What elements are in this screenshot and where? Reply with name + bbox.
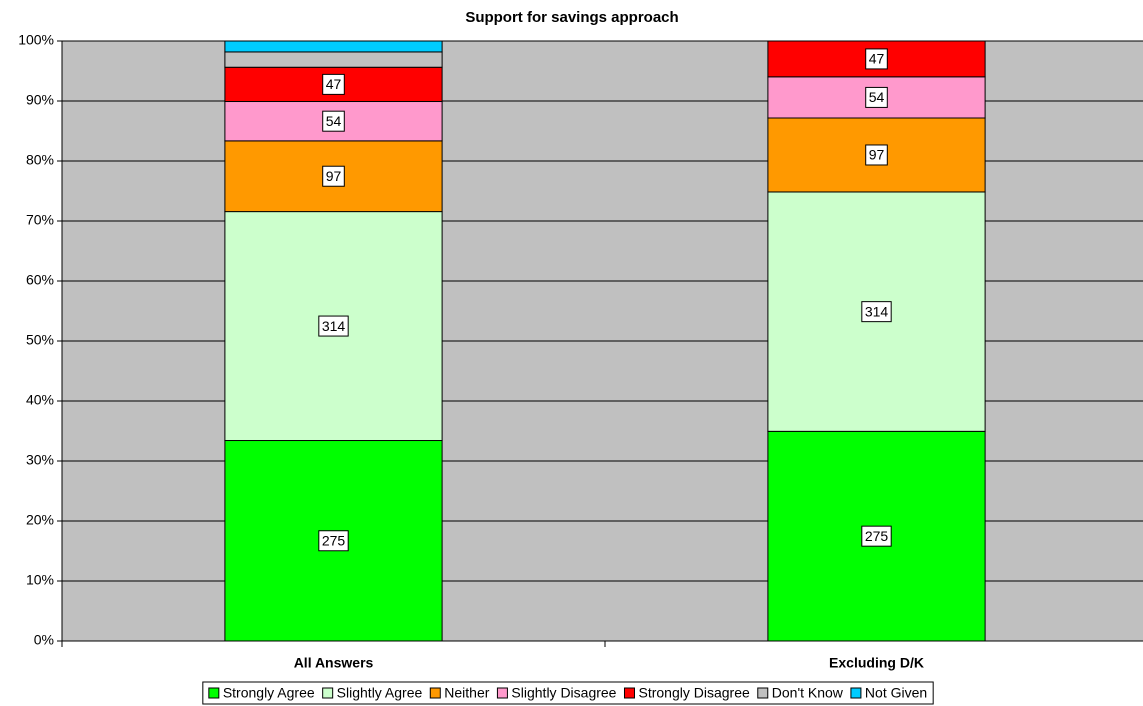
y-tick-label: 80% (26, 152, 54, 168)
legend-swatch (757, 687, 769, 699)
data-label: 54 (326, 113, 342, 129)
legend-swatch (850, 687, 862, 699)
y-tick-label: 70% (26, 212, 54, 228)
data-label-box (865, 48, 888, 70)
x-tick-label: All Answers (294, 655, 374, 671)
legend-label: Strongly Disagree (638, 685, 749, 701)
data-label: 97 (869, 147, 885, 163)
data-label: 97 (326, 168, 342, 184)
y-tick-label: 30% (26, 452, 54, 468)
bar-segment (224, 40, 443, 53)
y-tick-label: 50% (26, 332, 54, 348)
chart-title: Support for savings approach (465, 9, 678, 26)
legend-label: Slightly Disagree (511, 685, 616, 701)
data-label: 54 (869, 89, 885, 105)
y-tick-label: 10% (26, 572, 54, 588)
bar-segment (224, 51, 443, 68)
legend-swatch (322, 687, 334, 699)
data-label-box (322, 73, 345, 95)
y-tick-label: 20% (26, 512, 54, 528)
data-label-box (861, 525, 892, 547)
legend-swatch (623, 687, 635, 699)
legend-label: Neither (444, 685, 489, 701)
legend-swatch (496, 687, 508, 699)
legend-label: Strongly Agree (223, 685, 315, 701)
legend-label: Slightly Agree (337, 685, 423, 701)
data-label-box (322, 110, 345, 132)
data-label-box (865, 144, 888, 166)
data-label-box (322, 165, 345, 187)
y-tick-label: 90% (26, 92, 54, 108)
data-label-box (865, 86, 888, 108)
y-tick-label: 0% (34, 632, 54, 648)
data-label: 47 (869, 51, 885, 67)
legend-swatch (429, 687, 441, 699)
y-tick-label: 60% (26, 272, 54, 288)
x-tick-label: Excluding D/K (829, 655, 924, 671)
data-label: 47 (326, 76, 342, 92)
y-tick-label: 100% (18, 32, 54, 48)
data-label: 275 (322, 532, 346, 548)
data-label: 314 (865, 303, 889, 319)
legend-label: Not Given (865, 685, 927, 701)
y-tick-label: 40% (26, 392, 54, 408)
data-label-box (861, 301, 892, 323)
data-label-box (318, 315, 349, 337)
data-label-box (318, 530, 349, 552)
legend-swatch (208, 687, 220, 699)
legend-label: Don't Know (772, 685, 844, 701)
legend (202, 681, 934, 705)
data-label: 314 (322, 318, 346, 334)
data-label: 275 (865, 528, 889, 544)
